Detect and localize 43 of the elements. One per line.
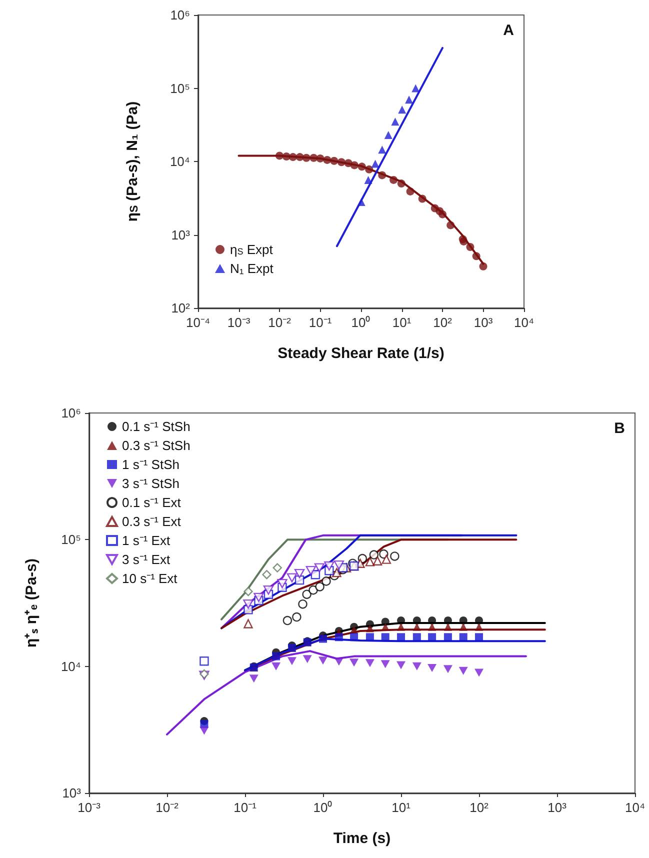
y-tick-label: 10³ [62, 786, 82, 800]
y-tick-label: 10³ [171, 227, 191, 242]
annotation: A [503, 22, 514, 39]
legend-label: 0.3 s⁻¹ Ext [122, 514, 182, 529]
annotation: B [614, 420, 626, 437]
x-tick-label: 10² [470, 800, 490, 815]
x-tick-label: 10¹ [392, 315, 412, 330]
x-tick-label: 10⁻³ [78, 800, 102, 815]
legend-label: N₁ Expt [230, 261, 274, 276]
x-tick-label: 10⁻² [156, 800, 180, 815]
x-axis-title: Steady Shear Rate (1/s) [278, 345, 444, 362]
x-tick-label: 10⁻¹ [308, 315, 332, 330]
x-tick-label: 10⁴ [514, 315, 534, 330]
legend-label: 3 s⁻¹ Ext [122, 552, 170, 567]
x-tick-label: 10³ [474, 315, 494, 330]
x-tick-label: 10⁰ [351, 315, 371, 330]
y-tick-label: 10⁴ [60, 658, 81, 674]
x-tick-label: 10⁰ [313, 800, 333, 815]
x-axis-title: Time (s) [333, 830, 391, 847]
y-axis-title: η⁺ₛ η⁺ₑ (Pa-s) [23, 558, 40, 648]
x-tick-label: 10⁴ [624, 800, 646, 815]
legend-label: 1 s⁻¹ Ext [122, 533, 170, 548]
x-tick-label: 10² [433, 315, 453, 330]
y-axis-title: ηS (Pa-s), N₁ (Pa) [124, 101, 141, 222]
y-tick-label: 10⁴ [170, 154, 190, 169]
legend-label: 10 s⁻¹ Ext [122, 571, 178, 586]
x-tick-label: 10³ [548, 800, 568, 815]
legend-label: 0.1 s⁻¹ Ext [122, 495, 182, 510]
y-tick-label: 10⁶ [61, 406, 81, 420]
y-tick-label: 10² [171, 300, 191, 316]
x-tick-label: 10⁻⁴ [186, 315, 210, 330]
legend-label: 1 s⁻¹ StSh [122, 457, 180, 472]
legend-label: 0.3 s⁻¹ StSh [122, 438, 190, 453]
x-tick-label: 10¹ [392, 800, 412, 815]
y-tick-label: 10⁵ [170, 80, 190, 96]
y-tick-label: 10⁵ [61, 532, 81, 548]
x-tick-label: 10⁻¹ [234, 800, 258, 815]
legend-label: 3 s⁻¹ StSh [122, 476, 180, 491]
x-tick-label: 10⁻³ [227, 315, 251, 330]
x-tick-label: 10⁻² [268, 315, 292, 330]
legend-label: ηS Expt [230, 242, 274, 257]
legend-label: 0.1 s⁻¹ StSh [122, 419, 190, 434]
y-tick-label: 10⁶ [170, 8, 190, 22]
